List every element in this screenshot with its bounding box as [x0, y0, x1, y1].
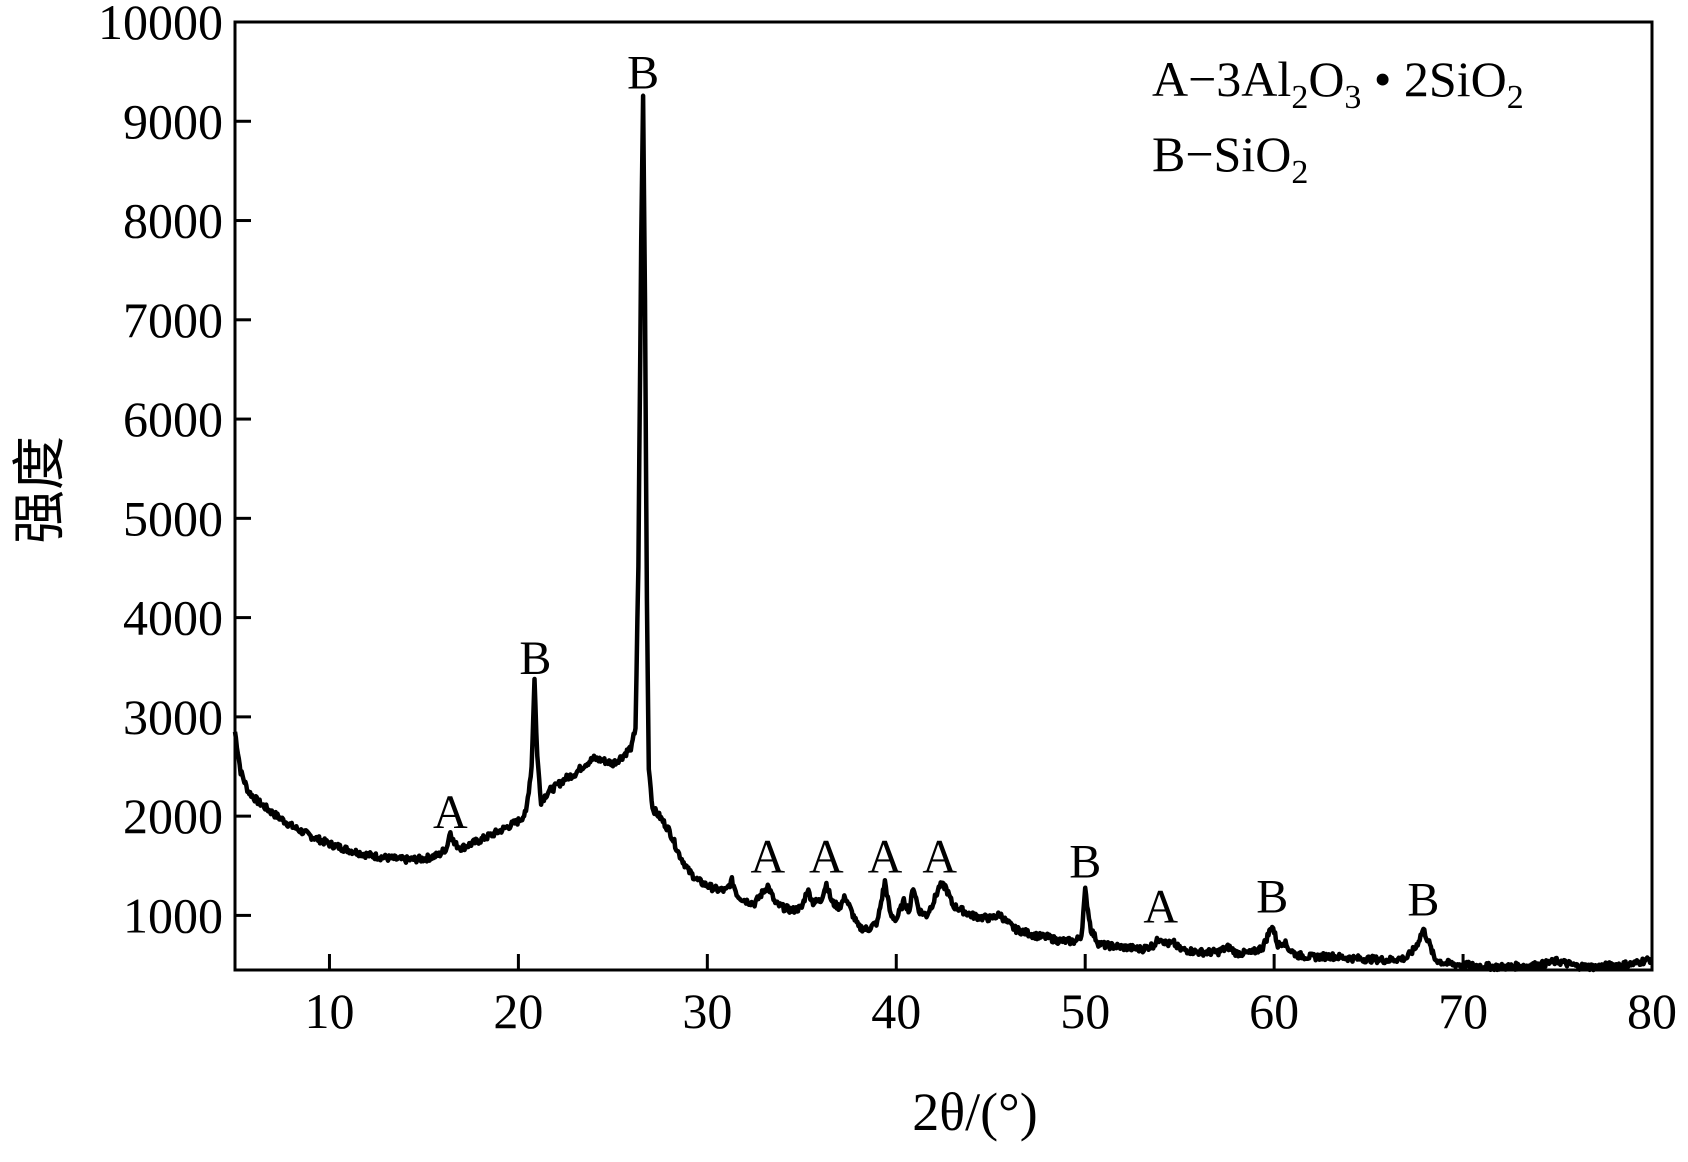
series [232, 93, 1654, 973]
peak-label-A: A [809, 831, 844, 884]
peak-label-A: A [868, 831, 903, 884]
legend-text-part: A−3Al [1152, 51, 1291, 107]
x-tick-label: 80 [1627, 983, 1677, 1039]
legend-subscript: 2 [1291, 154, 1308, 191]
x-tick-label: 50 [1060, 983, 1110, 1039]
peak-label-B: B [1407, 873, 1439, 926]
peak-label-A: A [922, 831, 957, 884]
y-tick-label: 2000 [123, 788, 223, 844]
legend-text-part: O [1308, 51, 1344, 107]
legend-entry-A: A−3Al2O3 • 2SiO2 [1152, 51, 1524, 116]
y-tick-label: 3000 [123, 689, 223, 745]
plot-frame [233, 20, 1654, 972]
x-axis-title: 2θ/(°) [912, 1082, 1037, 1142]
y-tick-label: 8000 [123, 193, 223, 249]
legend-subscript: 2 [1291, 79, 1308, 116]
y-tick-label: 7000 [123, 292, 223, 348]
xrd-pattern-line [232, 93, 1654, 973]
axes [233, 20, 1654, 972]
peak-label-A: A [433, 786, 468, 839]
legend-entry-B: B−SiO2 [1152, 126, 1308, 191]
y-tick-label: 9000 [123, 93, 223, 149]
peak-label-A: A [750, 831, 785, 884]
y-tick-label: 5000 [123, 490, 223, 546]
y-tick-label: 4000 [123, 590, 223, 646]
legend-text-part: • 2SiO [1361, 51, 1506, 107]
peak-label-B: B [627, 46, 659, 99]
y-tick-label: 6000 [123, 391, 223, 447]
peak-label-B: B [1256, 870, 1288, 923]
x-tick-label: 70 [1438, 983, 1488, 1039]
y-axis-title: 强度 [10, 436, 70, 544]
y-tick-label: 1000 [123, 887, 223, 943]
peak-label-B: B [519, 632, 551, 685]
x-tick-label: 20 [493, 983, 543, 1039]
x-tick-label: 60 [1249, 983, 1299, 1039]
legend-subscript: 3 [1344, 79, 1361, 116]
y-tick-label: 10000 [98, 0, 223, 50]
peak-label-B: B [1069, 836, 1101, 889]
ticks: 10 20 30 40 50 60 70 80 1000 2000 3000 4000 5000 6000… [98, 0, 1677, 1039]
x-tick-label: 40 [871, 983, 921, 1039]
legend-subscript: 2 [1507, 79, 1524, 116]
x-tick-label: 30 [682, 983, 732, 1039]
peak-label-A: A [1143, 880, 1178, 933]
x-tick-label: 10 [304, 983, 354, 1039]
legend-text-part: B−SiO [1152, 126, 1291, 182]
